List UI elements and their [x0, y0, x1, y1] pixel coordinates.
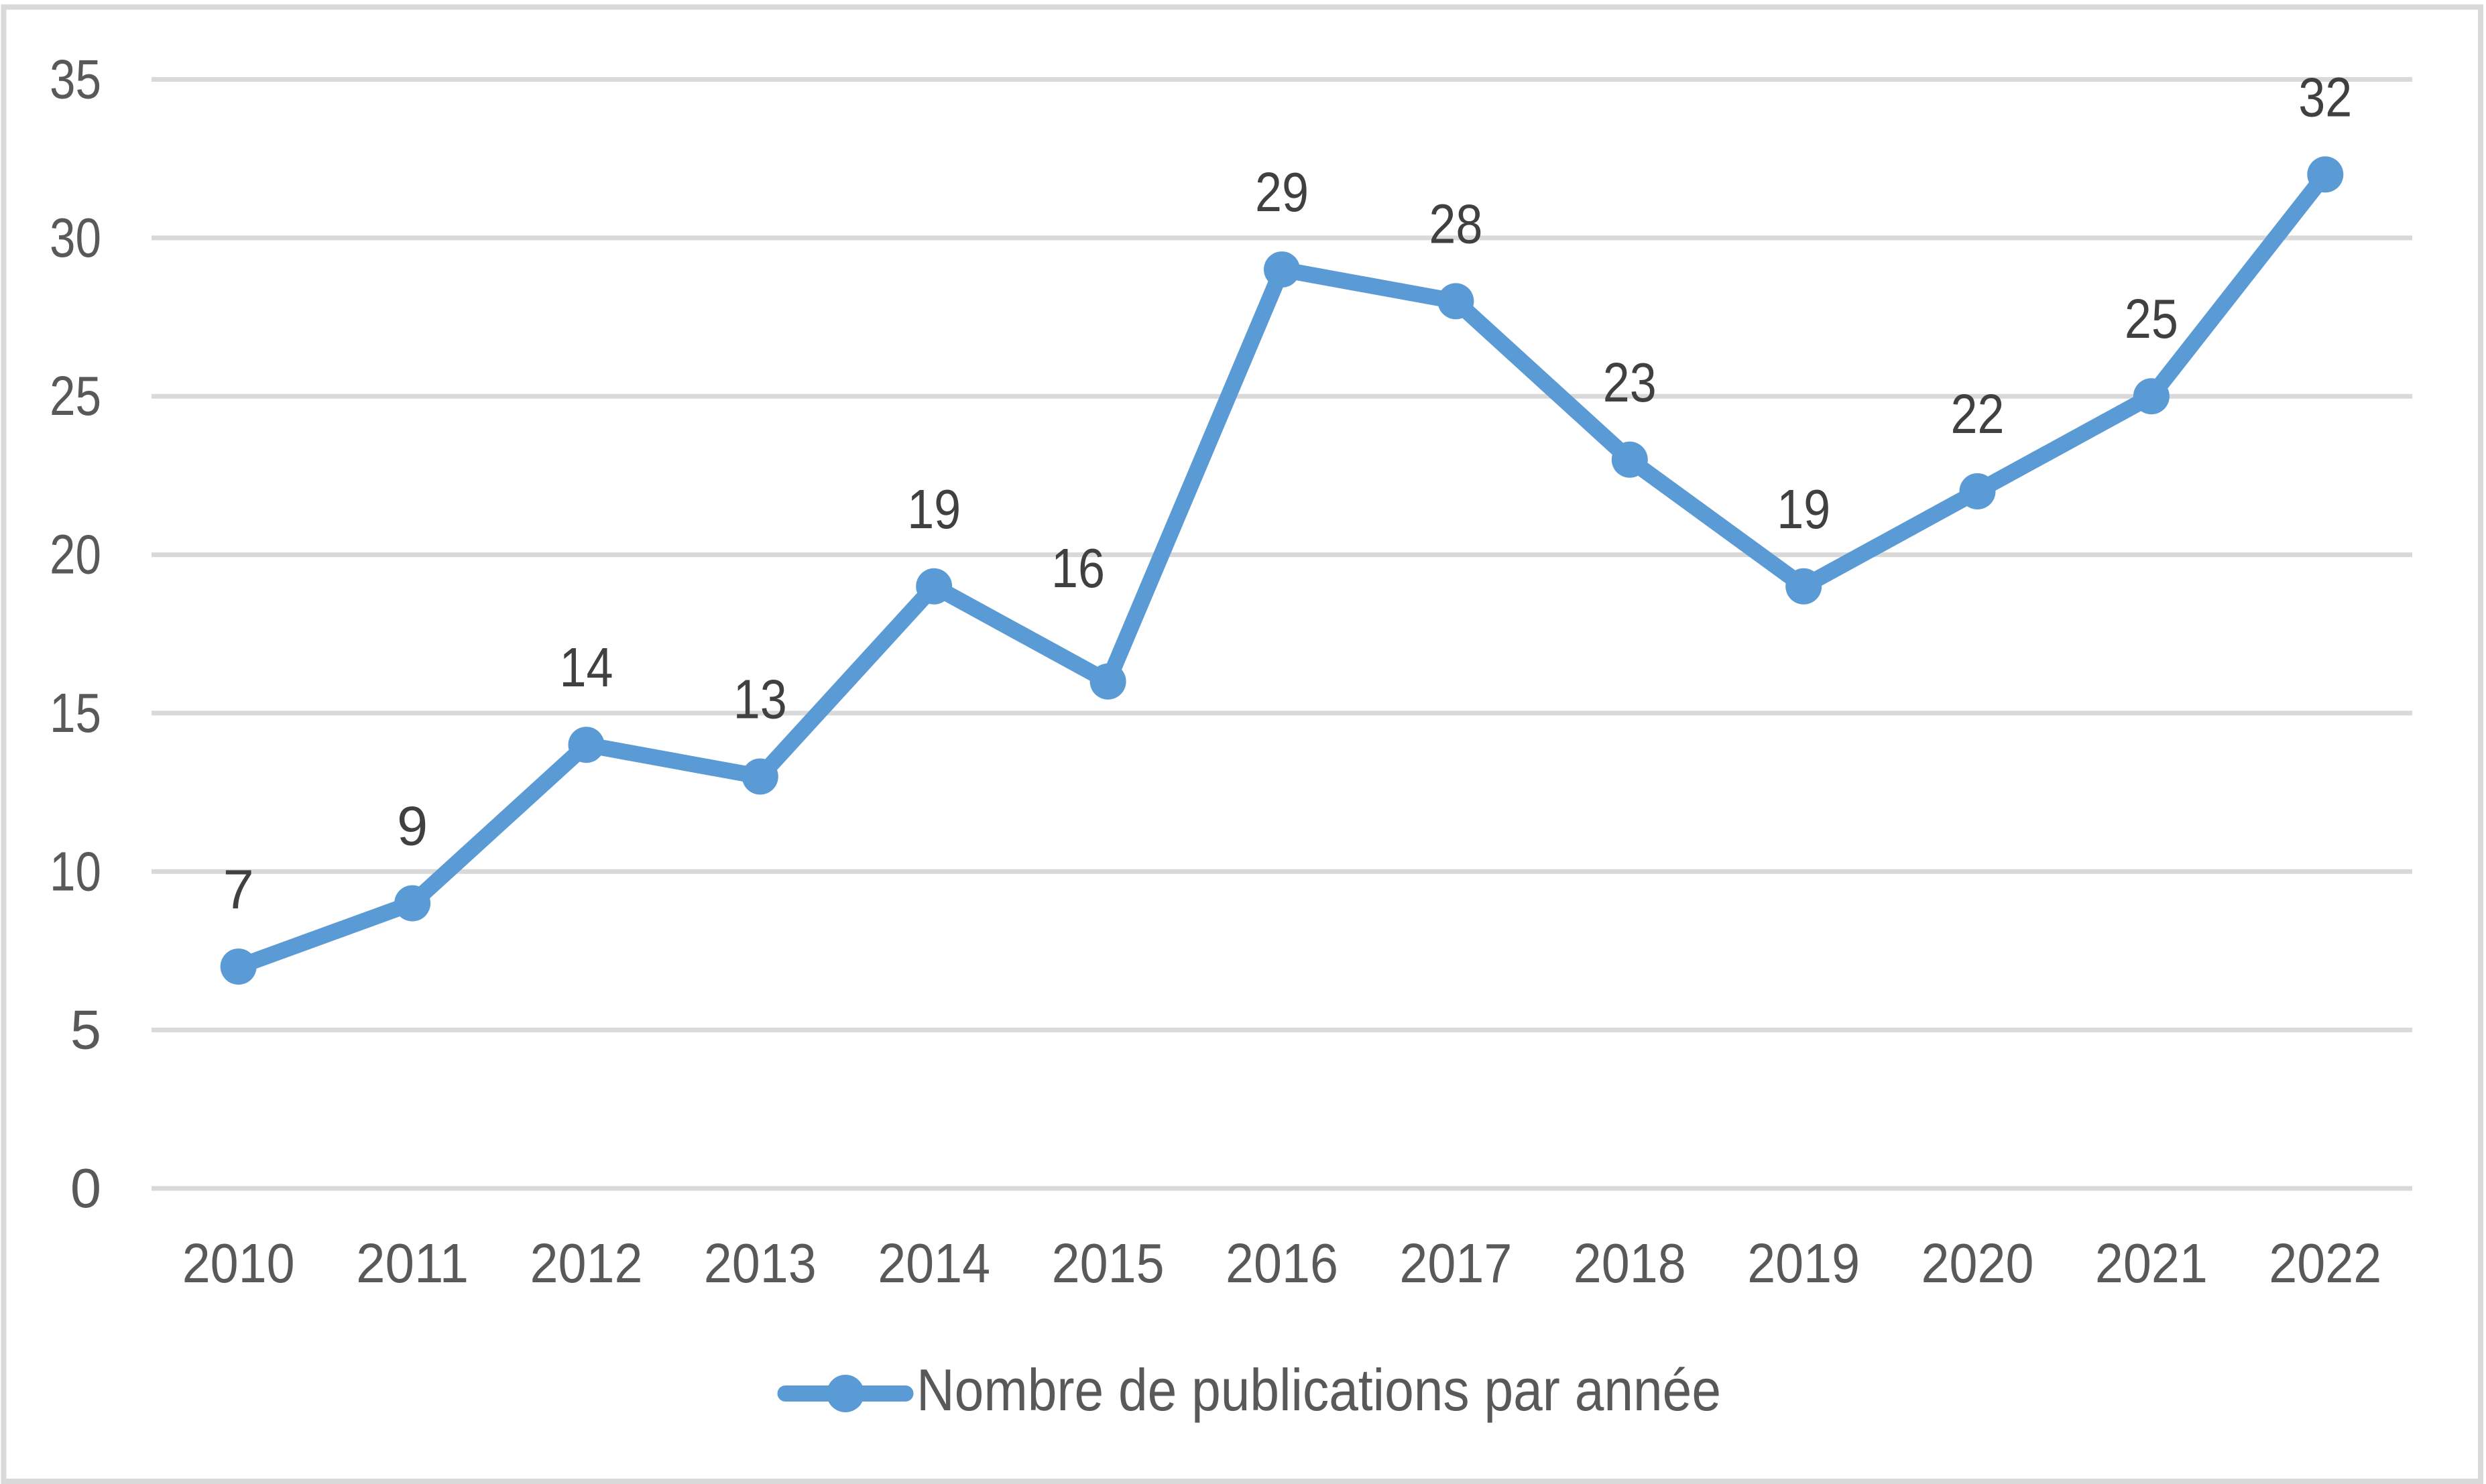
svg-text:25: 25	[50, 365, 101, 427]
svg-text:30: 30	[50, 206, 101, 269]
svg-text:2012: 2012	[530, 1232, 643, 1294]
svg-text:25: 25	[2125, 288, 2178, 350]
svg-text:2022: 2022	[2269, 1232, 2381, 1294]
svg-text:32: 32	[2298, 66, 2352, 128]
svg-text:23: 23	[1603, 351, 1657, 414]
svg-text:2019: 2019	[1747, 1232, 1860, 1294]
svg-text:2016: 2016	[1226, 1232, 1338, 1294]
svg-text:2020: 2020	[1921, 1232, 2034, 1294]
svg-text:19: 19	[907, 478, 961, 540]
svg-text:16: 16	[1051, 537, 1105, 599]
svg-text:9: 9	[397, 795, 428, 857]
svg-text:14: 14	[560, 636, 613, 698]
svg-text:2015: 2015	[1052, 1232, 1165, 1294]
svg-text:2021: 2021	[2095, 1232, 2208, 1294]
svg-text:15: 15	[50, 682, 101, 744]
svg-text:Nombre de publications par ann: Nombre de publications par année	[916, 1357, 1721, 1423]
svg-text:2013: 2013	[704, 1232, 817, 1294]
svg-text:13: 13	[733, 668, 787, 731]
svg-text:10: 10	[50, 840, 101, 902]
svg-text:19: 19	[1777, 478, 1830, 540]
svg-text:20: 20	[50, 523, 101, 586]
svg-text:5: 5	[70, 999, 101, 1061]
svg-text:2018: 2018	[1574, 1232, 1686, 1294]
svg-text:2010: 2010	[182, 1232, 295, 1294]
svg-text:22: 22	[1951, 383, 2005, 445]
svg-text:7: 7	[223, 858, 254, 920]
svg-text:28: 28	[1429, 192, 1482, 255]
svg-text:35: 35	[50, 48, 101, 111]
svg-text:2011: 2011	[356, 1232, 469, 1294]
svg-text:2014: 2014	[878, 1232, 990, 1294]
svg-text:0: 0	[70, 1157, 101, 1219]
svg-text:2017: 2017	[1399, 1232, 1512, 1294]
svg-text:29: 29	[1255, 161, 1309, 223]
